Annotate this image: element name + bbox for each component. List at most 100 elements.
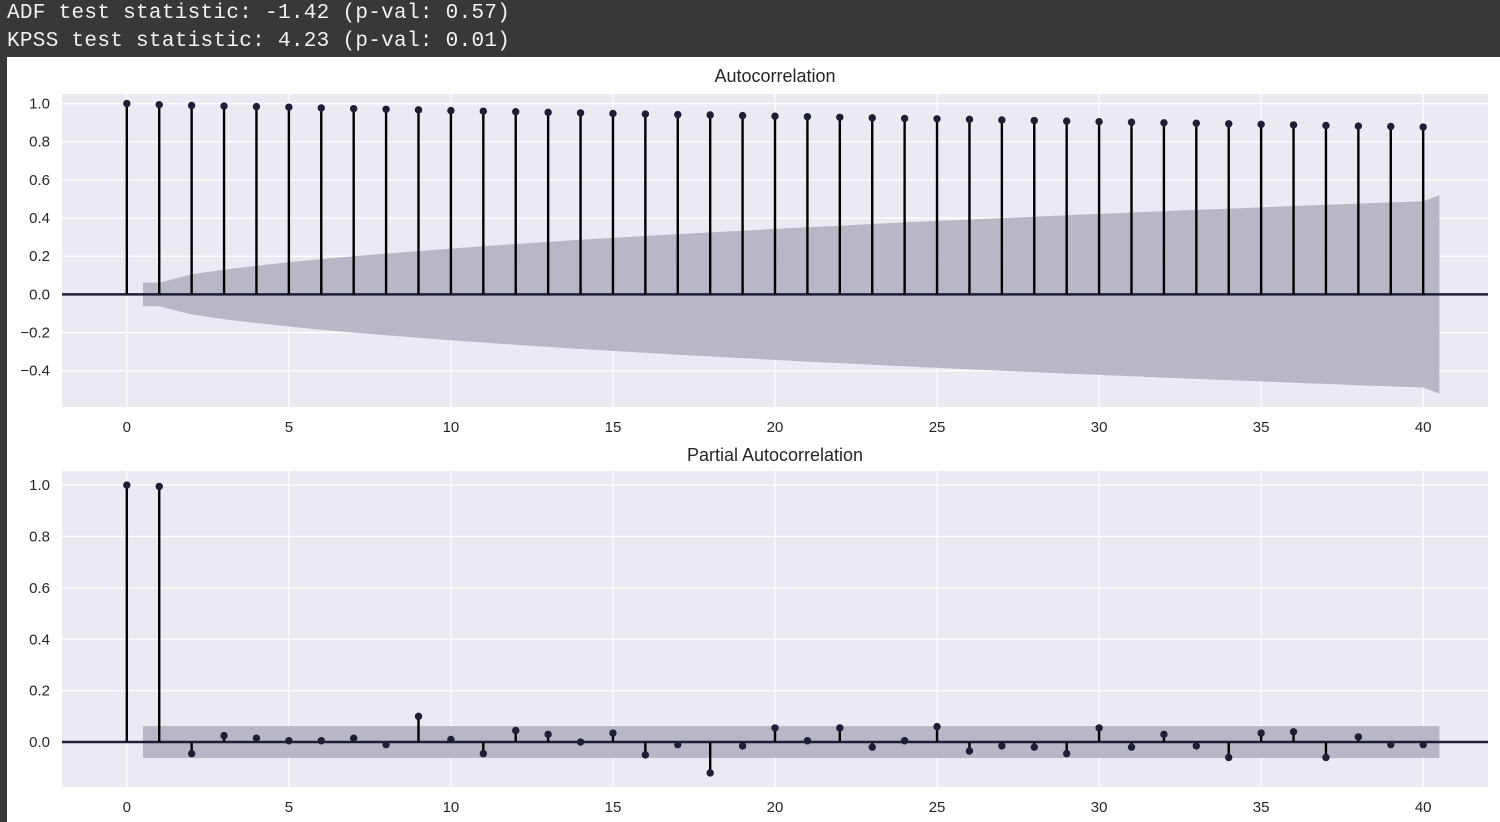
- pacf-marker-lag-16: [641, 751, 650, 759]
- acf-x-tick-label: 0: [123, 419, 131, 436]
- acf-x-tick-label: 40: [1415, 419, 1432, 436]
- acf-marker-lag-34: [1225, 120, 1233, 128]
- acf-y-tick-label: 0.2: [29, 248, 50, 265]
- acf-marker-lag-15: [609, 109, 617, 118]
- acf-marker-lag-4: [252, 102, 261, 111]
- acf-marker-lag-18: [706, 111, 714, 119]
- pacf-marker-lag-34: [1225, 753, 1233, 762]
- pacf-y-tick-label: 0.0: [29, 734, 50, 751]
- acf-marker-lag-24: [900, 114, 909, 123]
- acf-marker-lag-28: [1030, 116, 1038, 125]
- pacf-y-tick-label: 0.2: [29, 683, 50, 700]
- acf-marker-lag-13: [544, 108, 552, 117]
- acf-x-tick-label: 35: [1253, 419, 1270, 436]
- pacf-marker-lag-14: [576, 738, 585, 746]
- acf-marker-lag-23: [868, 114, 876, 122]
- pacf-marker-lag-40: [1419, 740, 1427, 749]
- acf-marker-lag-30: [1095, 117, 1103, 126]
- pacf-marker-lag-30: [1095, 724, 1103, 732]
- pacf-marker-lag-4: [252, 734, 261, 742]
- pacf-x-tick-label: 0: [123, 799, 131, 816]
- acf-marker-lag-14: [576, 109, 585, 117]
- acf-title: Autocorrelation: [714, 66, 835, 86]
- acf-marker-lag-8: [382, 105, 390, 113]
- pacf-marker-lag-24: [900, 737, 909, 745]
- pacf-marker-lag-25: [933, 722, 941, 731]
- acf-marker-lag-35: [1257, 120, 1265, 129]
- pacf-x-tick-label: 15: [605, 799, 622, 816]
- pacf-marker-lag-7: [349, 734, 358, 742]
- acf-marker-lag-31: [1127, 118, 1136, 126]
- console-output: ADF test statistic: -1.42 (p-val: 0.57) …: [0, 0, 1500, 57]
- pacf-y-tick-label: 0.6: [29, 580, 50, 597]
- pacf-x-tick-label: 35: [1253, 799, 1270, 816]
- pacf-marker-lag-8: [382, 740, 390, 749]
- pacf-x-tick-label: 20: [767, 799, 784, 816]
- acf-y-tick-label: 0.8: [29, 134, 50, 151]
- acf-marker-lag-5: [285, 103, 293, 111]
- pacf-marker-lag-33: [1192, 742, 1201, 750]
- pacf-marker-lag-6: [317, 737, 325, 745]
- pacf-marker-lag-13: [544, 730, 552, 739]
- acf-x-tick-label: 10: [443, 419, 460, 436]
- acf-x-tick-label: 30: [1091, 419, 1108, 436]
- pacf-marker-lag-15: [609, 729, 617, 737]
- acf-y-tick-label: 0.4: [29, 210, 50, 227]
- pacf-marker-lag-21: [803, 737, 812, 745]
- acf-marker-lag-25: [933, 115, 941, 123]
- acf-marker-lag-37: [1322, 121, 1330, 130]
- pacf-marker-lag-31: [1127, 743, 1136, 751]
- acf-marker-lag-2: [187, 101, 196, 110]
- pacf-marker-lag-39: [1387, 740, 1395, 749]
- pacf-marker-lag-23: [868, 743, 876, 751]
- pacf-marker-lag-17: [674, 740, 682, 749]
- pacf-y-tick-label: 0.4: [29, 631, 50, 648]
- acf-marker-lag-20: [771, 112, 779, 120]
- pacf-marker-lag-36: [1289, 728, 1298, 736]
- pacf-marker-lag-35: [1257, 729, 1265, 737]
- pacf-title: Partial Autocorrelation: [687, 445, 863, 465]
- acf-marker-lag-22: [836, 113, 844, 121]
- pacf-marker-lag-2: [187, 749, 196, 758]
- pacf-marker-lag-38: [1354, 733, 1363, 741]
- acf-marker-lag-39: [1387, 122, 1395, 131]
- acf-marker-lag-36: [1289, 121, 1298, 129]
- pacf-marker-lag-10: [447, 735, 455, 744]
- acf-marker-lag-26: [965, 115, 974, 124]
- kpss-result-line: KPSS test statistic: 4.23 (p-val: 0.01): [7, 30, 511, 53]
- acf-marker-lag-3: [220, 102, 228, 110]
- pacf-marker-lag-0: [123, 481, 131, 489]
- acf-y-tick-label: 0.0: [29, 286, 50, 303]
- output-gutter: [0, 57, 7, 822]
- pacf-y-tick-label: 0.8: [29, 529, 50, 546]
- acf-panel: Autocorrelation 0 5 10 15 20 25 30 35 40 −0.4 −0.2 0…: [20, 66, 1488, 436]
- pacf-x-tick-label: 5: [285, 799, 293, 816]
- acf-marker-lag-21: [803, 113, 812, 121]
- acf-y-tick-label: 0.6: [29, 172, 50, 189]
- acf-marker-lag-6: [317, 104, 325, 112]
- acf-marker-lag-0: [123, 99, 131, 108]
- pacf-y-tick-label: 1.0: [29, 477, 50, 494]
- acf-x-tick-label: 20: [767, 419, 784, 436]
- acf-x-tick-label: 5: [285, 419, 293, 436]
- pacf-marker-lag-12: [512, 726, 520, 735]
- acf-marker-lag-19: [738, 111, 747, 120]
- pacf-marker-lag-3: [220, 731, 228, 740]
- acf-marker-lag-33: [1192, 119, 1201, 127]
- acf-marker-lag-29: [1062, 117, 1071, 125]
- acf-y-tick-label: 1.0: [29, 96, 50, 113]
- acf-marker-lag-27: [998, 116, 1006, 124]
- acf-marker-lag-11: [479, 107, 488, 115]
- adf-result-line: ADF test statistic: -1.42 (p-val: 0.57): [7, 2, 511, 25]
- pacf-marker-lag-22: [836, 724, 844, 732]
- figure: Autocorrelation 0 5 10 15 20 25 30 35 40 −0.4 −0.2 0…: [7, 57, 1500, 822]
- pacf-marker-lag-18: [706, 769, 714, 777]
- pacf-x-tick-label: 10: [443, 799, 460, 816]
- acf-marker-lag-9: [414, 106, 423, 114]
- acf-x-tick-label: 25: [929, 419, 946, 436]
- acf-marker-lag-10: [447, 106, 455, 115]
- pacf-panel: Partial Autocorrelation 0 5 10 15 20 25 30 35 40 0…: [29, 445, 1488, 816]
- pacf-marker-lag-37: [1322, 753, 1330, 762]
- acf-marker-lag-38: [1354, 122, 1363, 130]
- acf-marker-lag-7: [349, 104, 358, 113]
